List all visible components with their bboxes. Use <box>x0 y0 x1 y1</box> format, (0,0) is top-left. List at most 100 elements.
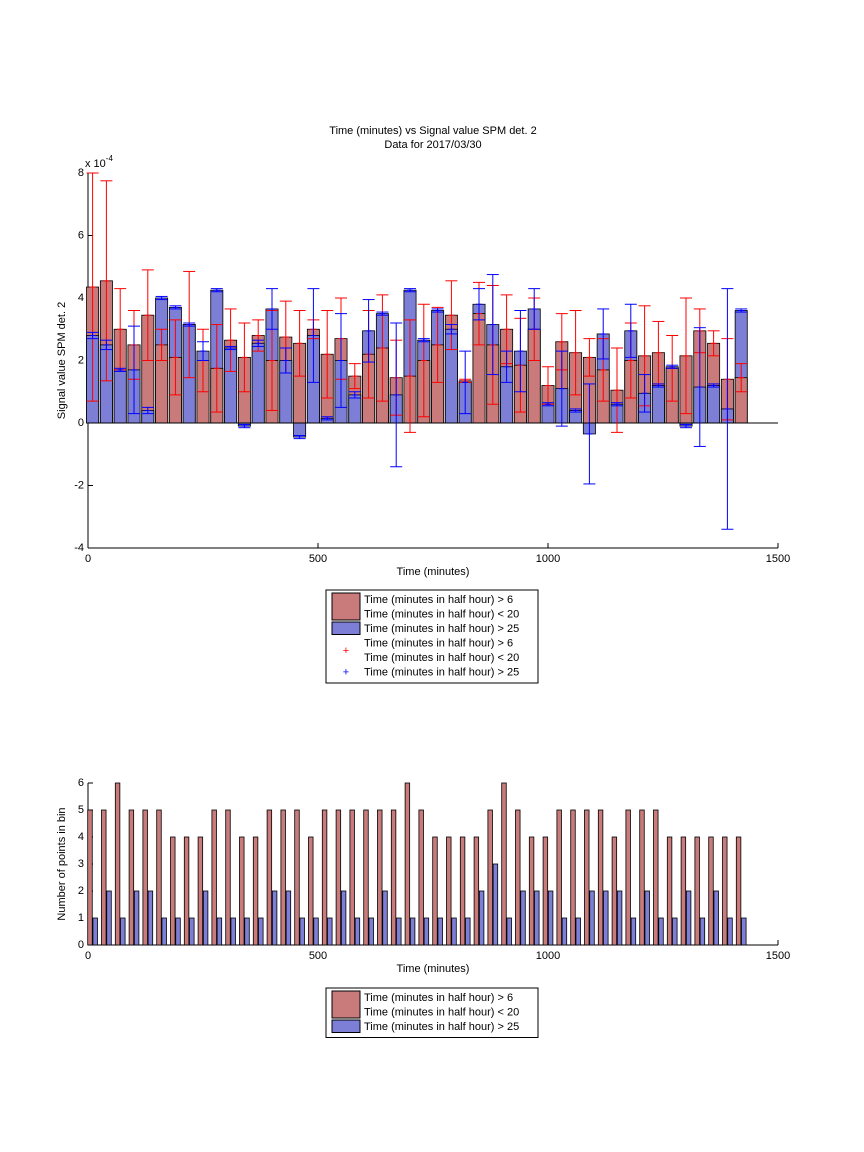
bar <box>547 890 554 946</box>
bar <box>133 890 140 946</box>
legend: Time (minutes in half hour) > 6 Time (min… <box>325 589 539 684</box>
bar <box>197 836 204 946</box>
bar <box>708 836 714 946</box>
bar <box>293 422 307 438</box>
bar <box>639 809 645 946</box>
bar <box>327 917 333 946</box>
bar <box>465 917 471 946</box>
bar <box>390 809 397 946</box>
bar <box>492 863 499 946</box>
error-bar <box>141 406 154 415</box>
error-bar <box>583 338 596 377</box>
bar <box>672 917 678 946</box>
error-bar <box>486 274 499 376</box>
bar <box>589 890 595 946</box>
bar <box>727 917 733 946</box>
bar <box>161 917 167 946</box>
legend-label: Time (minutes in half hour) > 6 <box>364 638 513 650</box>
y-tick-label: 4 <box>78 292 84 304</box>
bar <box>114 782 121 946</box>
bar <box>382 890 388 946</box>
x-tick-label: 1500 <box>766 553 790 565</box>
x-tick-label: 0 <box>85 950 91 962</box>
y-tick-label: 3 <box>78 858 84 870</box>
error-bar <box>735 363 748 393</box>
legend-label: Time (minutes in half hour) < 20 <box>364 652 519 664</box>
error-bar <box>279 347 292 374</box>
y-multiplier-base: x 10 <box>85 158 106 170</box>
error-bar <box>569 310 582 396</box>
error-bar <box>555 350 568 427</box>
legend-swatch <box>331 621 361 635</box>
error-bar <box>86 172 99 402</box>
bar <box>299 917 305 946</box>
legend-label: Time (minutes in half hour) > 25 <box>364 1021 519 1033</box>
bar <box>239 836 245 946</box>
bar <box>459 836 466 946</box>
legend-label: Time (minutes in half hour) > 25 <box>364 667 519 679</box>
error-bar <box>597 308 610 360</box>
legend-label: Time (minutes in half hour) > 6 <box>364 594 513 606</box>
bar <box>418 809 424 946</box>
error-bar <box>624 303 637 358</box>
error-bar <box>224 308 237 372</box>
error-bar <box>114 367 127 372</box>
error-bar <box>680 424 692 429</box>
error-bar <box>500 350 513 383</box>
error-bar <box>362 299 375 363</box>
legend-label: Time (minutes in half hour) < 20 <box>364 609 519 621</box>
error-bar <box>155 328 168 361</box>
error-bar <box>693 327 706 447</box>
bar <box>106 890 112 946</box>
error-bar <box>128 325 140 415</box>
error-bar <box>224 345 237 351</box>
error-bar <box>100 339 113 351</box>
error-bar <box>376 311 389 316</box>
bar <box>735 836 742 946</box>
y-tick-label: 1 <box>78 912 84 924</box>
error-bar <box>707 383 720 388</box>
bar <box>321 809 328 946</box>
error-bar <box>569 408 582 413</box>
bar <box>506 917 512 946</box>
bar <box>542 836 549 946</box>
y-tick-label: 0 <box>78 939 84 951</box>
bar <box>694 836 700 946</box>
error-bar <box>169 319 182 396</box>
chart-subtitle: Data for 2017/03/30 <box>384 139 481 151</box>
legend-swatch <box>331 592 361 621</box>
error-bar <box>735 308 748 313</box>
bar <box>432 836 438 946</box>
error-bar <box>666 364 679 369</box>
error-bar <box>611 347 623 433</box>
bar <box>183 836 190 946</box>
bar <box>556 809 562 946</box>
error-bar <box>417 303 430 418</box>
bar <box>225 809 231 946</box>
bar <box>340 890 347 946</box>
bar <box>271 890 278 946</box>
bar <box>666 836 673 946</box>
x-axis-label: Time (minutes) <box>397 963 470 975</box>
error-bar <box>238 322 251 393</box>
y-tick-label: -2 <box>74 479 84 491</box>
bar <box>575 917 581 946</box>
x-tick-label: 500 <box>309 950 327 962</box>
bar <box>487 809 493 946</box>
bar <box>170 836 176 946</box>
bar <box>244 917 250 946</box>
bar <box>280 809 286 946</box>
bar <box>653 809 659 946</box>
error-bar <box>210 288 223 293</box>
bar <box>446 836 452 946</box>
bar <box>561 917 568 946</box>
bar <box>473 836 480 946</box>
legend-marker: + <box>343 645 349 657</box>
bar <box>404 782 411 946</box>
bar <box>616 890 623 946</box>
error-bar <box>445 280 458 351</box>
bar <box>409 917 416 946</box>
error-bar <box>445 324 458 335</box>
error-bar <box>459 350 472 415</box>
